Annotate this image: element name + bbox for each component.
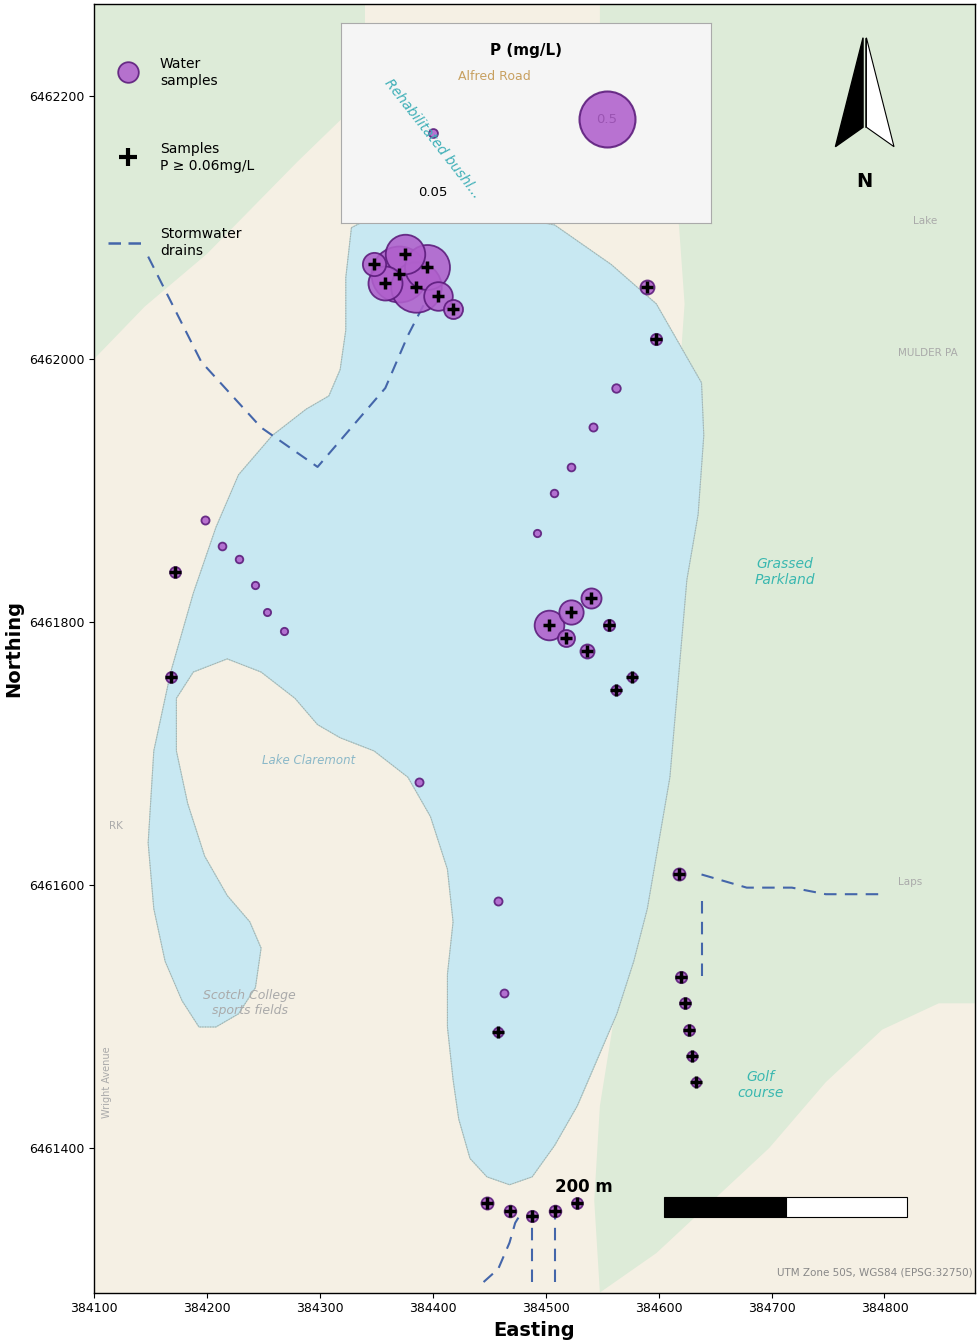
Point xyxy=(378,271,393,293)
Polygon shape xyxy=(94,4,365,359)
Point xyxy=(430,285,446,306)
Point xyxy=(231,548,246,570)
Point xyxy=(688,1071,703,1093)
Point xyxy=(673,966,689,988)
Polygon shape xyxy=(148,204,703,1185)
Point xyxy=(600,614,616,636)
Point xyxy=(445,298,461,320)
Text: Lake Claremont: Lake Claremont xyxy=(262,754,355,766)
Point xyxy=(684,1046,699,1067)
Point xyxy=(524,1206,540,1227)
Point xyxy=(167,562,183,583)
Point xyxy=(557,628,573,649)
Polygon shape xyxy=(94,4,974,1293)
Point xyxy=(490,890,506,911)
Point xyxy=(671,91,687,113)
Point xyxy=(258,601,274,622)
Point xyxy=(541,614,556,636)
Text: MULDER PA: MULDER PA xyxy=(897,348,956,358)
Point xyxy=(419,257,434,278)
Point xyxy=(390,263,406,285)
Point xyxy=(545,482,560,504)
Point xyxy=(676,993,691,1015)
Point xyxy=(162,667,178,688)
Point xyxy=(671,864,687,886)
Polygon shape xyxy=(594,4,974,1293)
X-axis label: Easting: Easting xyxy=(493,1321,575,1340)
Point xyxy=(197,509,212,531)
Text: Laps: Laps xyxy=(897,878,921,887)
Point xyxy=(411,771,426,793)
Text: Rehabilitated bushl...: Rehabilitated bushl... xyxy=(381,75,483,200)
Point xyxy=(528,521,544,543)
Text: UTM Zone 50S, WGS84 (EPSG:32750): UTM Zone 50S, WGS84 (EPSG:32750) xyxy=(777,1267,972,1277)
Point xyxy=(639,276,654,297)
Point xyxy=(616,177,632,199)
Point xyxy=(623,667,639,688)
Text: Alfred Road: Alfred Road xyxy=(458,70,531,83)
Text: Lake: Lake xyxy=(911,216,936,226)
Point xyxy=(569,1192,585,1214)
Point xyxy=(396,243,412,265)
Point xyxy=(562,601,578,622)
Point xyxy=(490,1021,506,1043)
Point xyxy=(247,574,263,595)
Point xyxy=(607,378,623,399)
Point xyxy=(585,417,600,438)
Point xyxy=(583,587,599,609)
Point xyxy=(547,1200,562,1222)
Point xyxy=(408,276,423,297)
Text: Wright Avenue: Wright Avenue xyxy=(103,1047,112,1118)
Point xyxy=(478,1192,494,1214)
Point xyxy=(579,640,595,661)
Point xyxy=(647,329,663,351)
Point xyxy=(681,1019,696,1040)
Text: RK: RK xyxy=(109,821,122,831)
Point xyxy=(562,456,578,477)
Point xyxy=(366,254,381,276)
Y-axis label: Northing: Northing xyxy=(4,599,23,696)
Point xyxy=(607,680,623,702)
Text: Grassed
Parkland: Grassed Parkland xyxy=(754,556,815,587)
Text: Scotch College
sports fields: Scotch College sports fields xyxy=(203,989,296,1017)
Point xyxy=(496,982,511,1004)
Point xyxy=(501,1200,516,1222)
Point xyxy=(213,535,229,556)
Text: Golf
course: Golf course xyxy=(736,1070,782,1099)
Point xyxy=(276,621,291,642)
